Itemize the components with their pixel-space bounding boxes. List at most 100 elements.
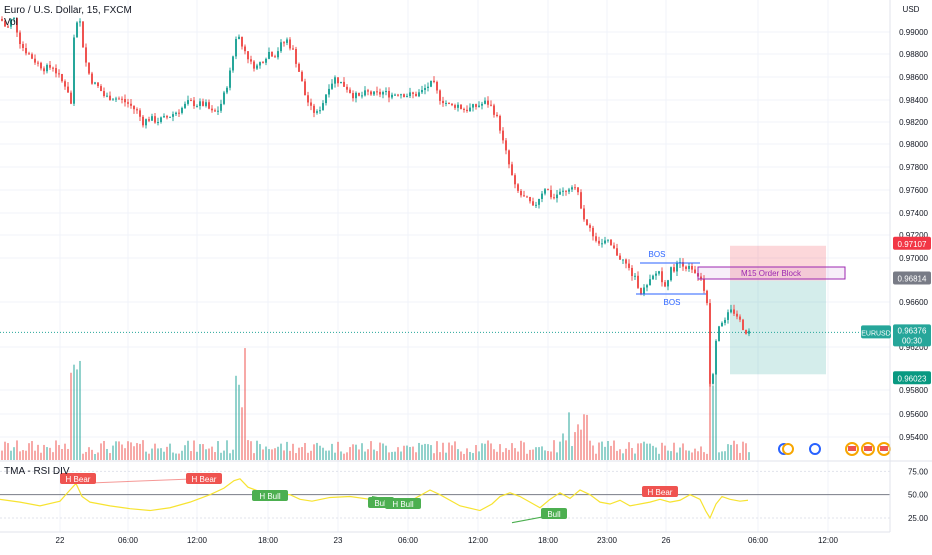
volume-bar: [31, 441, 33, 460]
candle-body: [562, 190, 564, 192]
candle-body: [163, 116, 165, 118]
candle-body: [388, 90, 390, 98]
candle-body: [427, 86, 429, 88]
candle-body: [40, 62, 42, 69]
candle-body: [100, 86, 102, 92]
volume-bar: [148, 453, 150, 460]
candle-body: [583, 208, 585, 220]
volume-bar: [376, 451, 378, 460]
candle-body: [523, 195, 525, 197]
candle-body: [193, 100, 195, 107]
volume-bar: [646, 443, 648, 460]
candle-body: [292, 48, 294, 50]
symbol-title[interactable]: Euro / U.S. Dollar, 15, FXCM: [4, 5, 132, 16]
volume-bar: [682, 443, 684, 460]
volume-bar: [253, 453, 255, 460]
indicator-title[interactable]: TMA - RSI DIV: [4, 466, 70, 477]
candle-body: [382, 92, 384, 95]
candle-body: [262, 62, 264, 64]
candle-body: [34, 58, 36, 63]
candle-body: [133, 105, 135, 110]
volume-bar: [211, 446, 213, 460]
candle-body: [124, 99, 126, 103]
candle-body: [286, 39, 288, 43]
candle-body: [160, 117, 162, 123]
volume-bar: [436, 441, 438, 460]
volume-bar: [457, 449, 459, 460]
time-axis-label: 23: [334, 536, 343, 545]
volume-bar: [694, 448, 696, 460]
grid: [0, 0, 890, 532]
candle-body: [214, 110, 216, 112]
candle-body: [148, 119, 150, 121]
volume-bar: [538, 447, 540, 460]
candle-body: [685, 266, 687, 269]
candle-body: [637, 275, 639, 288]
candle-body: [409, 92, 411, 97]
price-tick-label: 0.97600: [899, 186, 928, 195]
signal-label-bg: [186, 473, 222, 484]
rsi-line: [0, 478, 749, 520]
volume-bar: [421, 444, 423, 460]
candle-body: [238, 36, 240, 39]
candle-body: [730, 309, 732, 313]
volume-bar: [343, 453, 345, 460]
candle-body: [421, 89, 423, 93]
candle-body: [196, 105, 198, 107]
rsi-level-75-label: 75.00: [908, 467, 929, 476]
candle-body: [94, 82, 96, 84]
candle-body: [556, 194, 558, 199]
volume-bar: [739, 452, 741, 460]
volume-bar: [463, 453, 465, 460]
candle-body: [361, 95, 363, 97]
volume-bar: [367, 449, 369, 460]
candle-body: [253, 61, 255, 69]
bos-lower-label: BOS: [664, 298, 681, 307]
volume-bar: [409, 446, 411, 460]
candle-body: [73, 37, 75, 104]
candle-body: [565, 190, 567, 192]
volume-bar: [244, 348, 246, 460]
volume-bar: [307, 452, 309, 460]
candle-body: [340, 81, 342, 84]
volume-bar: [247, 440, 249, 460]
volume-bar: [55, 440, 57, 460]
volume-bar: [16, 440, 18, 460]
volume-bar: [358, 449, 360, 460]
volume-bar: [565, 440, 567, 460]
volume-bar: [346, 452, 348, 460]
position-zones: [0, 245, 890, 375]
volume-bar: [214, 452, 216, 460]
volume-bar: [430, 445, 432, 460]
candle-body: [202, 101, 204, 106]
candle-body: [592, 227, 594, 237]
candle-body: [328, 88, 330, 95]
volume-label[interactable]: Vol: [4, 17, 18, 28]
volume-bar: [550, 451, 552, 460]
price-tick-label: 0.98200: [899, 118, 928, 127]
candle-body: [169, 116, 171, 118]
volume-bar: [190, 451, 192, 460]
candle-body: [22, 44, 24, 48]
candle-body: [496, 114, 498, 116]
volume-bar: [178, 453, 180, 460]
volume-bar: [151, 448, 153, 460]
volume-bar: [79, 360, 81, 460]
candle-body: [712, 374, 714, 384]
volume-bar: [397, 447, 399, 460]
candle-body: [544, 189, 546, 194]
candle-body: [181, 107, 183, 113]
volume-bar: [736, 444, 738, 460]
volume-bar: [553, 440, 555, 460]
volume-bar: [277, 446, 279, 460]
candle-body: [310, 102, 312, 106]
candle-body: [424, 87, 426, 90]
volume-bar: [76, 369, 78, 460]
volume-bar: [166, 446, 168, 460]
currency-label: USD: [903, 5, 920, 14]
candle-body: [352, 93, 354, 99]
volume-bar: [37, 444, 39, 460]
volume-bar: [523, 442, 525, 460]
